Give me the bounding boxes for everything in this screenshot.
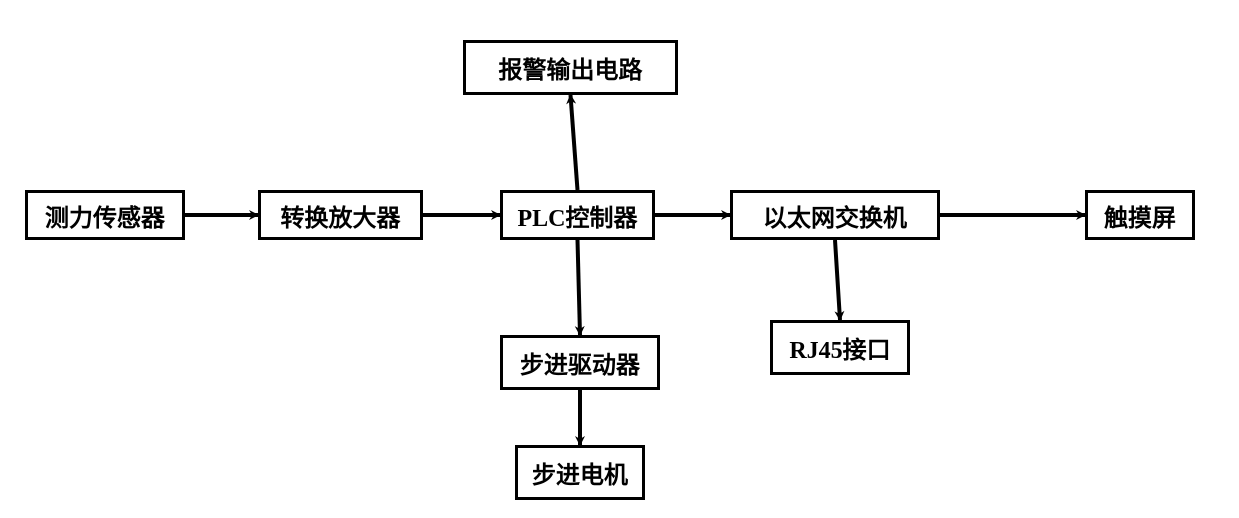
- node-label-touchscreen: 触摸屏: [1104, 198, 1176, 233]
- node-label-stepper_motor: 步进电机: [532, 455, 628, 490]
- node-stepper_motor: 步进电机: [515, 445, 645, 500]
- node-plc: PLC控制器: [500, 190, 655, 240]
- node-label-eth_switch: 以太网交换机: [763, 198, 907, 233]
- node-label-amplifier: 转换放大器: [281, 198, 401, 233]
- node-label-rj45: RJ45接口: [789, 330, 890, 365]
- flowchart: 测力传感器 转换放大器 PLC控制器 报警输出电路步进驱动器步进电机 以太网交换机 RJ4…: [0, 0, 1239, 518]
- node-label-alarm: 报警输出电路: [499, 50, 643, 85]
- edge-plc-to-alarm: [571, 95, 578, 190]
- node-stepper_driver: 步进驱动器: [500, 335, 660, 390]
- edge-eth_switch-to-rj45: [835, 240, 840, 320]
- node-eth_switch: 以太网交换机: [730, 190, 940, 240]
- node-force_sensor: 测力传感器: [25, 190, 185, 240]
- node-touchscreen: 触摸屏: [1085, 190, 1195, 240]
- node-alarm: 报警输出电路: [463, 40, 678, 95]
- node-label-plc: PLC控制器: [518, 198, 638, 233]
- node-label-force_sensor: 测力传感器: [45, 198, 165, 233]
- edge-plc-to-stepper_driver: [578, 240, 581, 335]
- node-rj45: RJ45接口: [770, 320, 910, 375]
- node-label-stepper_driver: 步进驱动器: [520, 345, 640, 380]
- node-amplifier: 转换放大器: [258, 190, 423, 240]
